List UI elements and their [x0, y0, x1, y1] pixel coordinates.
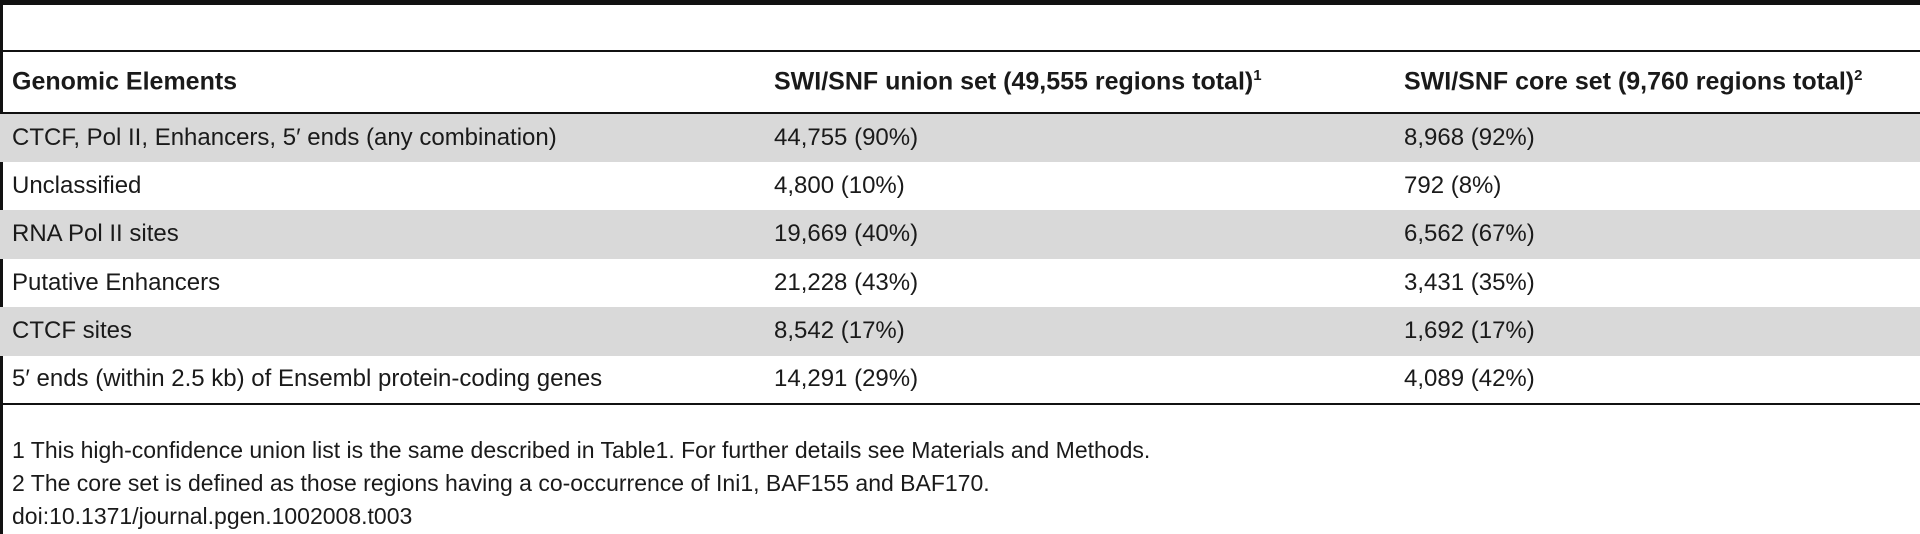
- cell-element: RNA Pol II sites: [12, 220, 179, 248]
- table-row: 5′ ends (within 2.5 kb) of Ensembl prote…: [0, 356, 1920, 404]
- footnote-2: 2 The core set is defined as those regio…: [12, 470, 990, 496]
- cell-core: 1,692 (17%): [1404, 317, 1535, 345]
- cell-core: 792 (8%): [1404, 171, 1502, 199]
- cell-core: 6,562 (67%): [1404, 220, 1535, 248]
- cell-core: 8,968 (92%): [1404, 123, 1535, 151]
- cell-union: 8,542 (17%): [774, 317, 905, 345]
- left-border: [0, 0, 3, 534]
- cell-element: CTCF sites: [12, 317, 132, 345]
- cell-union: 14,291 (29%): [774, 365, 919, 393]
- cell-element: 5′ ends (within 2.5 kb) of Ensembl prote…: [12, 365, 603, 393]
- cell-element: CTCF, Pol II, Enhancers, 5′ ends (any co…: [12, 123, 557, 151]
- top-border: [0, 0, 1920, 5]
- header-genomic-elements: Genomic Elements: [12, 67, 238, 96]
- genomic-elements-table: Genomic Elements SWI/SNF union set (49,5…: [0, 50, 1920, 405]
- table-row: CTCF sites 8,542 (17%) 1,692 (17%): [0, 307, 1920, 356]
- cell-union: 19,669 (40%): [774, 220, 919, 248]
- cell-union: 4,800 (10%): [774, 171, 905, 199]
- cell-core: 4,089 (42%): [1404, 365, 1535, 393]
- footnote-marker-2: 2: [1854, 67, 1863, 85]
- cell-core: 3,431 (35%): [1404, 268, 1535, 296]
- header-union-set: SWI/SNF union set (49,555 regions total)…: [774, 67, 1262, 96]
- footnote-marker-1: 1: [1253, 67, 1262, 85]
- footnote-1: 1 This high-confidence union list is the…: [12, 437, 1151, 463]
- table-row: CTCF, Pol II, Enhancers, 5′ ends (any co…: [0, 113, 1920, 162]
- table-footnotes: 1 This high-confidence union list is the…: [12, 434, 1150, 533]
- cell-union: 21,228 (43%): [774, 268, 919, 296]
- table-row: RNA Pol II sites 19,669 (40%) 6,562 (67%…: [0, 210, 1920, 259]
- data-table-container: Genomic Elements SWI/SNF union set (49,5…: [0, 50, 1920, 405]
- table-header-row: Genomic Elements SWI/SNF union set (49,5…: [0, 51, 1920, 113]
- cell-union: 44,755 (90%): [774, 123, 919, 151]
- cell-element: Putative Enhancers: [12, 268, 221, 296]
- header-core-set: SWI/SNF core set (9,760 regions total)2: [1404, 67, 1863, 96]
- cell-element: Unclassified: [12, 171, 142, 199]
- table-row: Unclassified 4,800 (10%) 792 (8%): [0, 162, 1920, 211]
- table-row: Putative Enhancers 21,228 (43%) 3,431 (3…: [0, 259, 1920, 308]
- doi-link[interactable]: doi:10.1371/journal.pgen.1002008.t003: [12, 503, 413, 529]
